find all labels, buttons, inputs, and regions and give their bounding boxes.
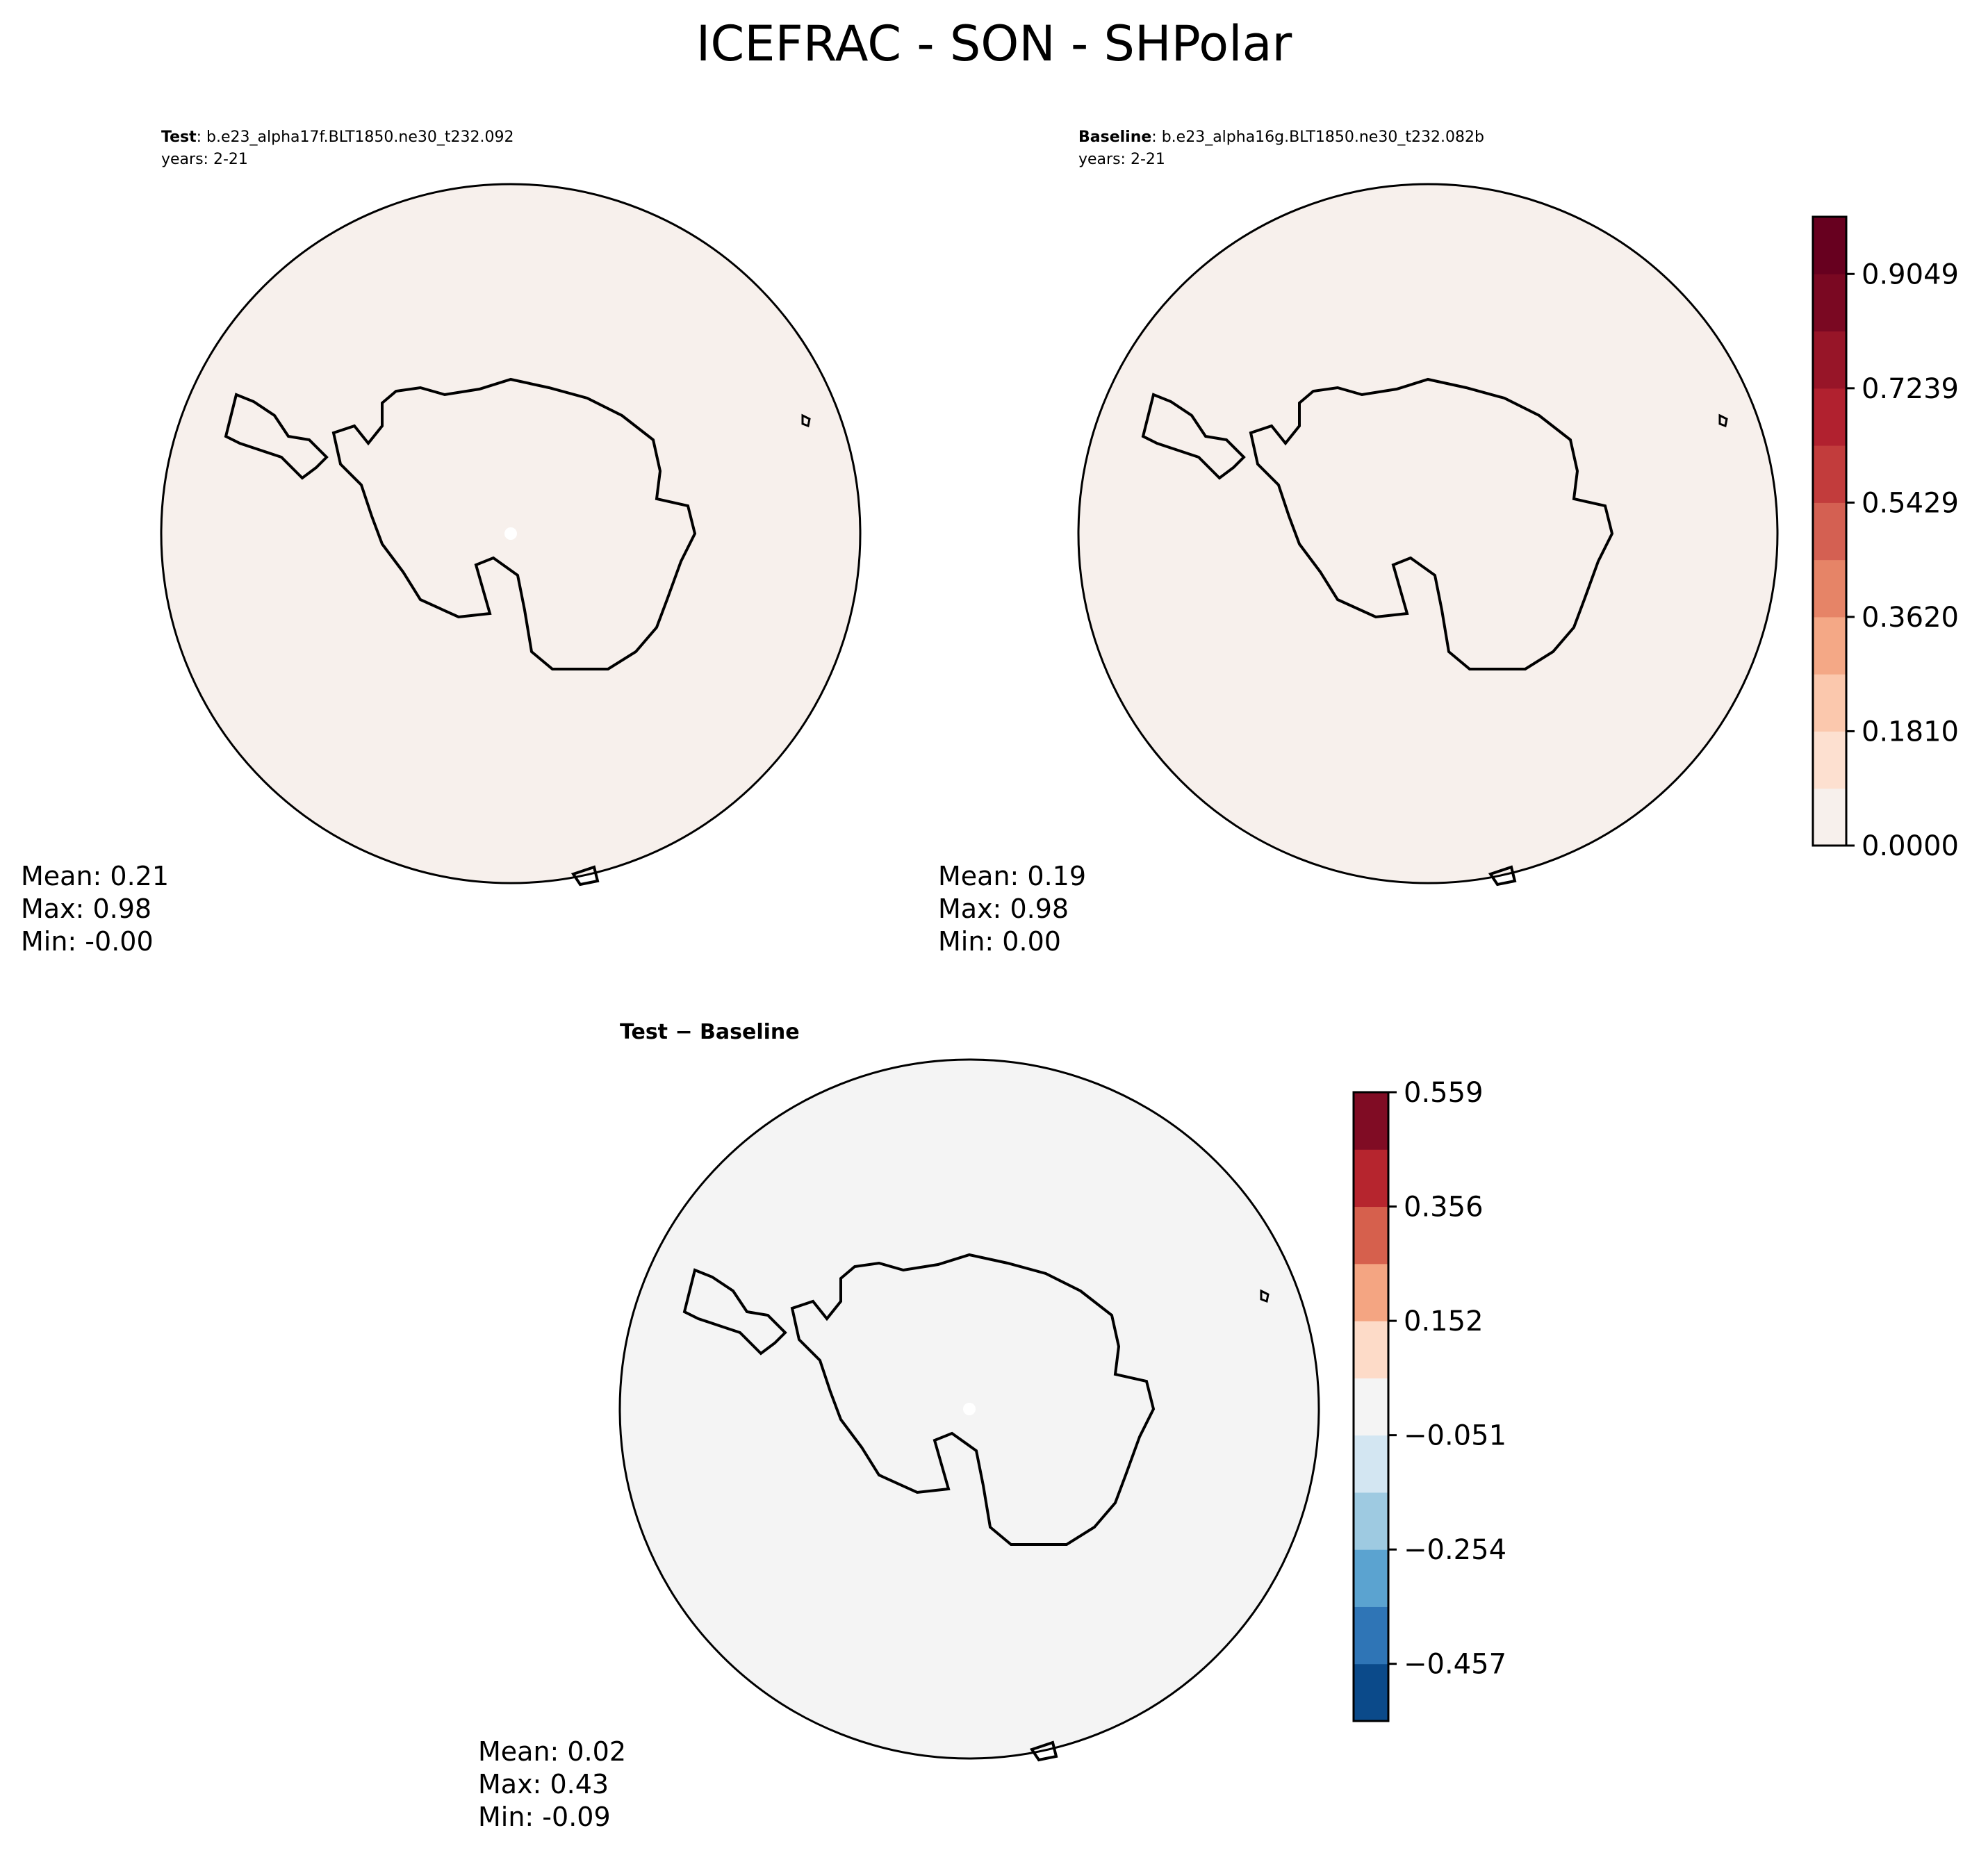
colorbar-segment: [1813, 331, 1846, 389]
colorbar-tick-label: 0.356: [1404, 1192, 1484, 1224]
baseline-coastlines: [1142, 378, 1728, 887]
baseline-case-name: : b.e23_alpha16g.BLT1850.ne30_t232.082b: [1151, 129, 1484, 146]
difference-min: Min: -0.09: [478, 1802, 611, 1832]
colorbar-segment: [1813, 616, 1846, 675]
difference-map: [618, 1058, 1320, 1762]
colorbar-segment: [1354, 1149, 1388, 1208]
difference-coastlines: [683, 1253, 1270, 1762]
colorbar-tick-label: −0.051: [1404, 1420, 1506, 1452]
test-coastlines: [224, 378, 811, 887]
baseline-map-boundary: [1077, 183, 1779, 884]
test-min: Min: -0.00: [21, 926, 154, 957]
colorbar-segment: [1813, 731, 1846, 789]
test-map-boundary: [160, 183, 862, 884]
test-label: Test: [161, 129, 197, 146]
baseline-map: [1077, 183, 1779, 887]
baseline-stats: Mean: 0.19 Max: 0.98 Min: 0.00: [938, 860, 1086, 958]
difference-map-boundary: [618, 1058, 1320, 1760]
difference-stats: Mean: 0.02 Max: 0.43 Min: -0.09: [478, 1736, 626, 1834]
colorbar-segment: [1354, 1549, 1388, 1607]
colorbar-tick-label: 0.9049: [1862, 258, 1959, 290]
colorbar-tick-label: 0.152: [1404, 1306, 1484, 1337]
colorbar-segment: [1813, 388, 1846, 446]
test-max: Max: 0.98: [21, 893, 152, 924]
colorbar-tick-label: 0.1810: [1862, 716, 1959, 748]
colorbar-segment: [1813, 674, 1846, 732]
colorbar-tick-label: −0.254: [1404, 1534, 1506, 1566]
fields-colorbar: 0.9049 0.7239 0.5429 0.3620 0.1810 0.0000: [1812, 215, 1959, 862]
baseline-max: Max: 0.98: [938, 893, 1069, 924]
colorbar-segment: [1354, 1378, 1388, 1436]
colorbar-segment: [1813, 788, 1846, 846]
colorbar-frame: [1352, 1091, 1390, 1722]
colorbar-segment: [1813, 274, 1846, 332]
difference-max: Max: 0.43: [478, 1769, 609, 1800]
baseline-years: years: 2-21: [1078, 151, 1165, 168]
colorbar-tick-label: 0.0000: [1862, 830, 1959, 862]
colorbar-segment: [1354, 1663, 1388, 1722]
colorbar-segment: [1354, 1435, 1388, 1493]
colorbar-tick-label: 0.5429: [1862, 487, 1959, 519]
colorbar-tick-label: 0.3620: [1862, 602, 1959, 634]
colorbar-tick-label: −0.457: [1404, 1649, 1506, 1681]
baseline-panel-header: Baseline: b.e23_alpha16g.BLT1850.ne30_t2…: [1078, 126, 1484, 171]
colorbar-frame: [1812, 215, 1848, 847]
test-case-name: : b.e23_alpha17f.BLT1850.ne30_t232.092: [196, 129, 514, 146]
difference-mean: Mean: 0.02: [478, 1736, 627, 1767]
colorbar-segment: [1354, 1492, 1388, 1550]
test-years: years: 2-21: [161, 151, 248, 168]
colorbar-segment: [1813, 445, 1846, 503]
test-panel-header: Test: b.e23_alpha17f.BLT1850.ne30_t232.0…: [161, 126, 514, 171]
test-stats: Mean: 0.21 Max: 0.98 Min: -0.00: [21, 860, 169, 958]
colorbar-tick-label: 0.7239: [1862, 373, 1959, 405]
difference-panel-title: Test − Baseline: [620, 1020, 800, 1044]
figure-title: ICEFRAC - SON - SHPolar: [696, 15, 1292, 72]
colorbar-tick-label: 0.559: [1404, 1077, 1484, 1109]
colorbar-segment: [1354, 1092, 1388, 1150]
colorbar-segment: [1354, 1606, 1388, 1665]
baseline-min: Min: 0.00: [938, 926, 1061, 957]
baseline-mean: Mean: 0.19: [938, 861, 1087, 891]
baseline-label: Baseline: [1078, 129, 1152, 146]
colorbar-segment: [1813, 559, 1846, 618]
colorbar-segment: [1354, 1206, 1388, 1265]
test-mean: Mean: 0.21: [21, 861, 170, 891]
colorbar-segment: [1813, 502, 1846, 561]
colorbar-segment: [1813, 217, 1846, 274]
colorbar-segment: [1354, 1321, 1388, 1378]
colorbar-segment: [1354, 1263, 1388, 1321]
test-map: [160, 183, 862, 887]
difference-colorbar: 0.559 0.356 0.152 −0.051 −0.254 −0.457: [1352, 1077, 1506, 1722]
